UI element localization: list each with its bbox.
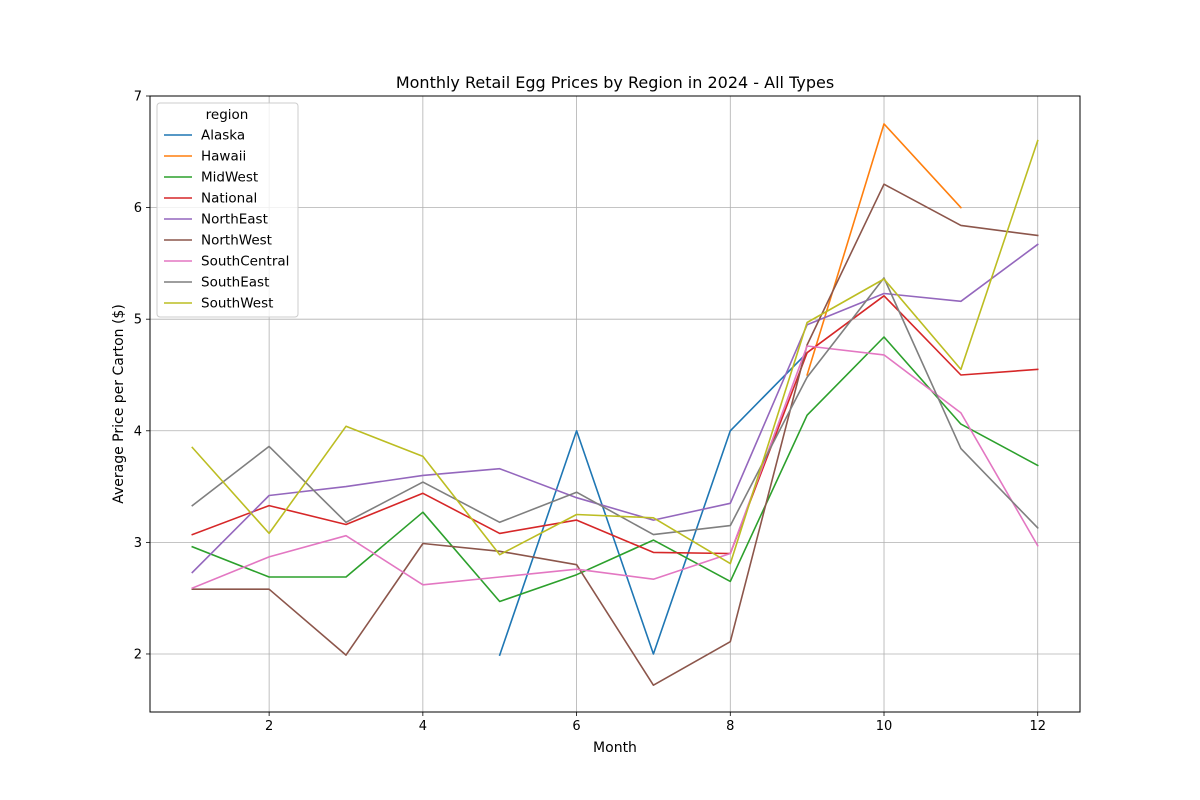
legend: region Alaska Hawaii MidWest National NorthE…	[156, 102, 299, 318]
legend-label-midwest: MidWest	[201, 170, 258, 186]
y-tick-label: 2	[134, 647, 142, 662]
y-tick-label: 3	[134, 536, 142, 551]
y-tick-label: 4	[134, 424, 142, 439]
series-line-northeast	[191, 243, 1039, 574]
series-line-southeast	[191, 277, 1039, 536]
x-tick-label: 6	[572, 719, 580, 734]
series-line-midwest	[191, 336, 1039, 603]
series-line-southwest	[191, 139, 1039, 565]
series-line-national	[191, 294, 1039, 555]
x-tick-label: 10	[876, 719, 893, 734]
legend-title: region	[206, 107, 249, 123]
legend-label-northwest: NorthWest	[201, 233, 272, 249]
series-line-southcentral	[191, 345, 1039, 590]
y-tick-label: 7	[134, 90, 142, 105]
x-tick-label: 8	[726, 719, 734, 734]
series-lines	[191, 123, 1039, 687]
legend-box	[156, 102, 299, 318]
legend-label-alaska: Alaska	[201, 128, 245, 144]
x-tick-label: 2	[265, 719, 273, 734]
x-tick-label: 12	[1029, 719, 1046, 734]
legend-items: Alaska Hawaii MidWest National NorthEast Nort…	[164, 128, 289, 312]
series-line-alaska	[498, 351, 809, 657]
y-tick-label: 5	[134, 313, 142, 328]
legend-label-southwest: SouthWest	[201, 296, 273, 312]
y-tick-label: 6	[134, 201, 142, 216]
series-line-northwest	[191, 183, 1039, 687]
legend-label-national: National	[201, 191, 257, 207]
axis-ticks: 2 4 6 8 10 12 2 3 4 5 6 7	[134, 90, 1046, 735]
x-tick-label: 4	[419, 719, 427, 734]
x-axis-label: Month	[593, 740, 637, 756]
legend-label-southcentral: SouthCentral	[201, 254, 289, 270]
y-axis-label: Average Price per Carton ($)	[111, 304, 127, 504]
chart-title: Monthly Retail Egg Prices by Region in 2…	[396, 73, 834, 92]
legend-label-hawaii: Hawaii	[201, 149, 246, 165]
legend-label-southeast: SouthEast	[201, 275, 269, 291]
plot-area-frame	[149, 95, 1081, 713]
legend-label-northeast: NorthEast	[201, 212, 268, 228]
